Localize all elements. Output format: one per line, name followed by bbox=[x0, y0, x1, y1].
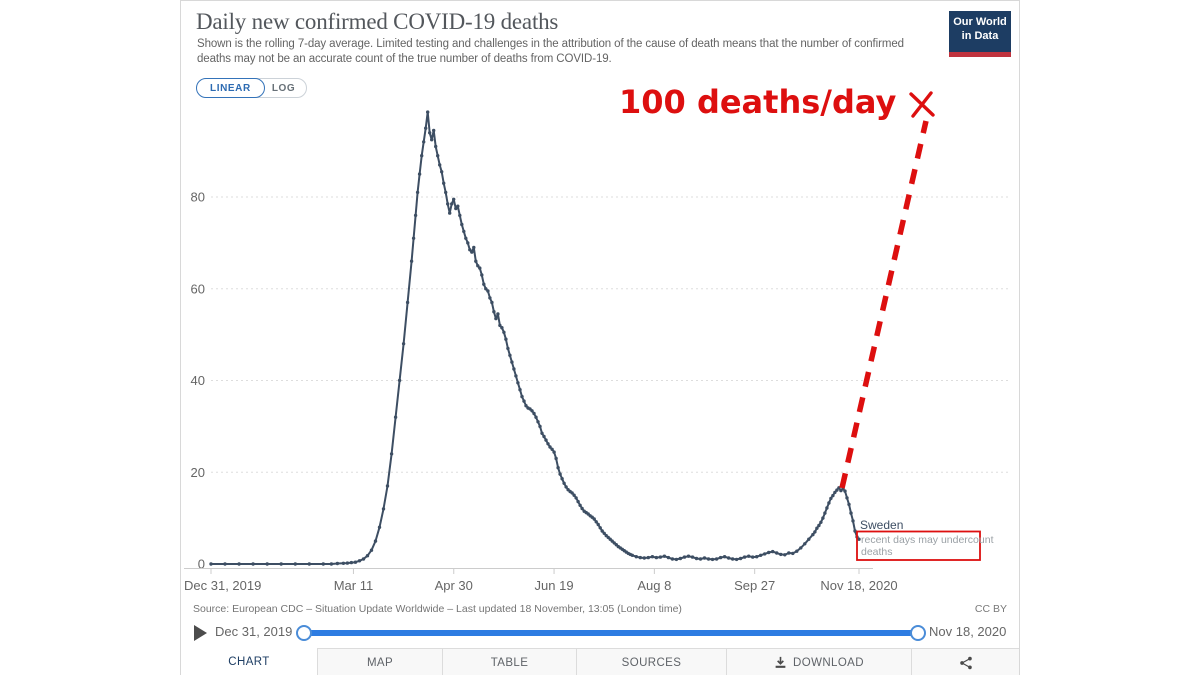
svg-text:deaths: deaths bbox=[861, 546, 893, 558]
svg-text:recent days may undercount: recent days may undercount bbox=[861, 534, 994, 546]
svg-text:Nov 18, 2020: Nov 18, 2020 bbox=[820, 578, 897, 593]
owid-logo-line1: Our World bbox=[953, 16, 1007, 28]
svg-text:80: 80 bbox=[191, 190, 205, 205]
svg-text:Sep 27: Sep 27 bbox=[734, 578, 775, 593]
timeline-start-date: Dec 31, 2019 bbox=[215, 624, 293, 639]
source-row: Source: European CDC – Situation Update … bbox=[193, 603, 1007, 615]
svg-text:Mar 11: Mar 11 bbox=[334, 578, 374, 593]
svg-text:Dec 31, 2019: Dec 31, 2019 bbox=[184, 578, 261, 593]
timeline-end-date: Nov 18, 2020 bbox=[929, 624, 1007, 639]
tab-chart[interactable]: CHART bbox=[181, 648, 318, 675]
svg-text:Jun 19: Jun 19 bbox=[535, 578, 574, 593]
license-text: CC BY bbox=[974, 603, 1007, 615]
svg-text:60: 60 bbox=[191, 281, 205, 296]
svg-text:40: 40 bbox=[191, 373, 205, 388]
tab-download[interactable]: DOWNLOAD bbox=[727, 648, 912, 675]
tab-sources[interactable]: SOURCES bbox=[577, 648, 727, 675]
svg-text:Apr 30: Apr 30 bbox=[435, 578, 473, 593]
share-icon bbox=[959, 656, 973, 670]
play-button[interactable] bbox=[194, 625, 207, 641]
chart-title: Daily new confirmed COVID-19 deaths bbox=[196, 9, 559, 34]
timeline-handle-start[interactable] bbox=[296, 625, 312, 641]
timeline: Dec 31, 2019 Nov 18, 2020 bbox=[181, 621, 1019, 647]
source-text: Source: European CDC – Situation Update … bbox=[193, 603, 682, 615]
chart-card: Daily new confirmed COVID-19 deaths Show… bbox=[180, 0, 1020, 675]
annotation-100-deaths: 100 deaths/day bbox=[619, 83, 896, 121]
owid-logo: Our World in Data bbox=[949, 11, 1011, 57]
tab-map[interactable]: MAP bbox=[318, 648, 443, 675]
chart-subtitle: Shown is the rolling 7-day average. Limi… bbox=[197, 38, 904, 66]
timeline-slider[interactable] bbox=[296, 625, 926, 641]
owid-logo-line2: in Data bbox=[961, 29, 999, 42]
svg-text:20: 20 bbox=[191, 465, 205, 480]
linear-toggle-button[interactable]: LINEAR bbox=[196, 78, 265, 98]
svg-text:Aug 8: Aug 8 bbox=[637, 578, 671, 593]
tab-share[interactable] bbox=[912, 648, 1019, 675]
scale-toggle: LINEAR LOG bbox=[196, 78, 308, 98]
svg-text:0: 0 bbox=[198, 557, 205, 572]
timeline-handle-end[interactable] bbox=[910, 625, 926, 641]
tab-table[interactable]: TABLE bbox=[443, 648, 577, 675]
tab-bar: CHART MAP TABLE SOURCES DOWNLOAD bbox=[181, 648, 1019, 675]
download-icon bbox=[774, 656, 787, 669]
chart-canvas: 0 20 40 60 80 Dec 31, 2019 Mar 11 Apr 30 Jun 19 A… bbox=[184, 83, 1008, 593]
svg-text:Sweden: Sweden bbox=[860, 518, 903, 532]
